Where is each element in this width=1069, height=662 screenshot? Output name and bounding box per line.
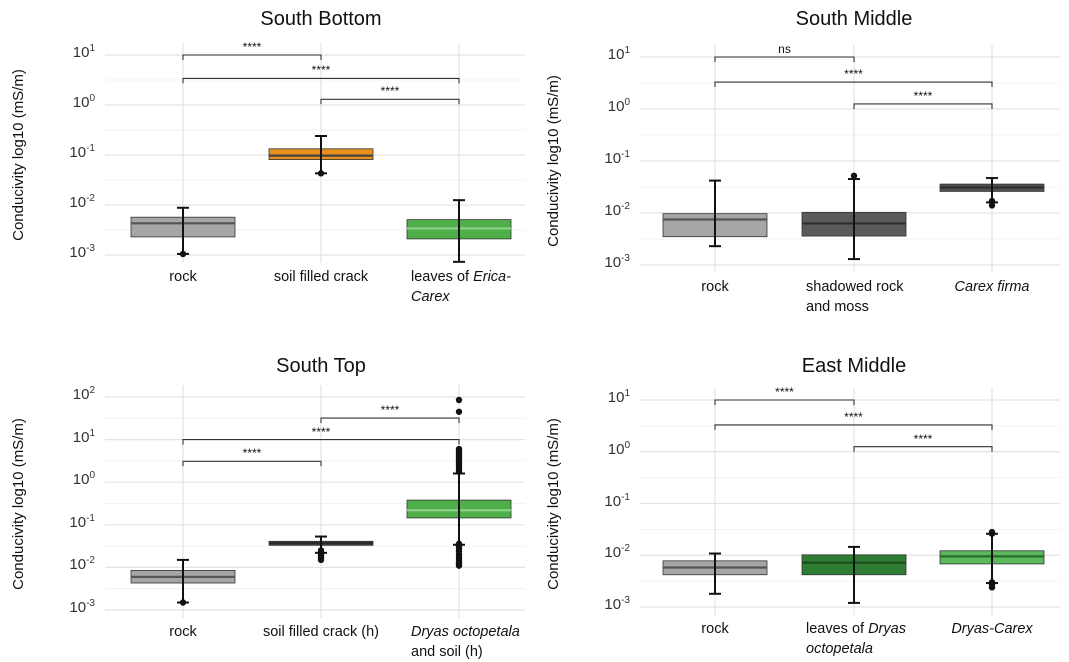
y-tick-label: 101 [72,427,95,446]
chart-panel-st: **** **** **** South Top Conducivity log10 (… [10,350,530,660]
y-tick-label: 10-3 [604,253,630,272]
outlier-point [988,579,996,586]
significance-bracket [320,98,460,105]
significance-label: **** [311,424,331,439]
significance-bracket [182,77,460,84]
y-tick-label: 101 [607,45,630,64]
x-tick-label: soil filled crack [273,269,369,285]
y-tick-label: 101 [607,388,630,407]
x-tick-label: rock [701,621,729,637]
outlier-point [455,408,463,415]
significance-label: **** [844,409,863,424]
outlier-point [455,445,463,453]
outlier-point [317,170,325,177]
chart-title: South Middle [795,8,913,30]
significance-label: **** [380,403,400,418]
significance-bracket [714,399,855,405]
significance-bracket [853,446,993,452]
y-tick-label: 10-2 [69,555,95,574]
significance-bracket [320,417,460,424]
y-tick-label: 10-1 [69,143,95,162]
y-axis-label: Conducivity log10 (mS/m) [545,417,562,590]
x-tick-label: rock [169,624,197,640]
outlier-point [455,540,463,547]
significance-label: **** [380,84,400,99]
significance-label: **** [242,40,262,54]
outlier-point [317,547,325,554]
y-axis-label: Conducivity log10 (mS/m) [545,75,562,247]
significance-bracket [182,439,460,445]
y-tick-label: 10-3 [69,598,95,617]
chart-panel-sm: ns **** **** South Middle Conducivity log10 … [545,0,1065,320]
chart-svg [640,388,1060,615]
y-tick-label: 100 [72,470,95,489]
y-tick-label: 10-3 [69,243,95,262]
chart-svg [105,385,525,618]
significance-bracket [182,460,322,467]
significance-label: ns [778,42,791,56]
y-tick-label: 100 [607,97,630,116]
significance-label: **** [775,385,794,399]
chart-panel-sb: **** **** **** South Bottom Conducivity log1… [10,0,530,320]
outlier-point [179,599,187,606]
significance-bracket [853,103,993,109]
outlier-point [179,250,187,258]
outlier-point [455,396,463,404]
chart-title: East Middle [801,355,907,377]
y-tick-label: 10-1 [604,491,630,510]
y-tick-label: 100 [72,93,95,112]
x-tick-label: leaves of Dryas octopetala [806,621,906,657]
significance-bracket [714,81,993,88]
chart-title: South Bottom [260,8,382,30]
outlier-point [988,202,996,209]
x-tick-label: rock [169,269,197,285]
y-tick-label: 10-2 [604,201,630,220]
significance-label: **** [242,446,262,461]
chart-svg [105,43,525,263]
y-axis-label: Conducivity log10 (mS/m) [10,69,27,241]
y-axis-label: Conducivity log10 (mS/m) [10,417,27,590]
significance-label: **** [913,88,933,103]
x-tick-label: rock [701,279,729,295]
significance-bracket [714,56,855,62]
y-tick-label: 102 [72,385,95,404]
outlier-point [850,172,858,179]
x-tick-label: leaves of Erica- Carex [411,269,511,305]
y-tick-label: 10-2 [604,543,630,562]
y-tick-label: 10-3 [604,595,630,614]
x-tick-label: shadowed rock and moss [806,279,904,315]
chart-panel-em: **** **** **** East Middle Conducivity log10… [545,350,1065,659]
x-tick-label: soil filled crack (h) [262,624,380,640]
chart-title: South Top [276,355,366,377]
y-tick-label: 100 [607,439,630,458]
outlier-point [988,197,996,205]
y-tick-label: 101 [72,43,95,62]
significance-label: **** [844,67,863,82]
y-tick-label: 10-1 [604,149,630,168]
significance-label: **** [913,431,933,446]
chart-svg [640,45,1060,273]
significance-bracket [182,54,322,60]
y-tick-label: 10-1 [69,512,95,531]
y-tick-label: 10-2 [69,193,95,212]
significance-bracket [714,424,993,430]
x-tick-label: Carex firma [954,279,1030,295]
significance-label: **** [311,63,331,78]
x-tick-label: Dryas-Carex [951,621,1033,637]
outlier-point [988,528,996,536]
x-tick-label: Dryas octopetala and soil (h) [411,624,520,660]
